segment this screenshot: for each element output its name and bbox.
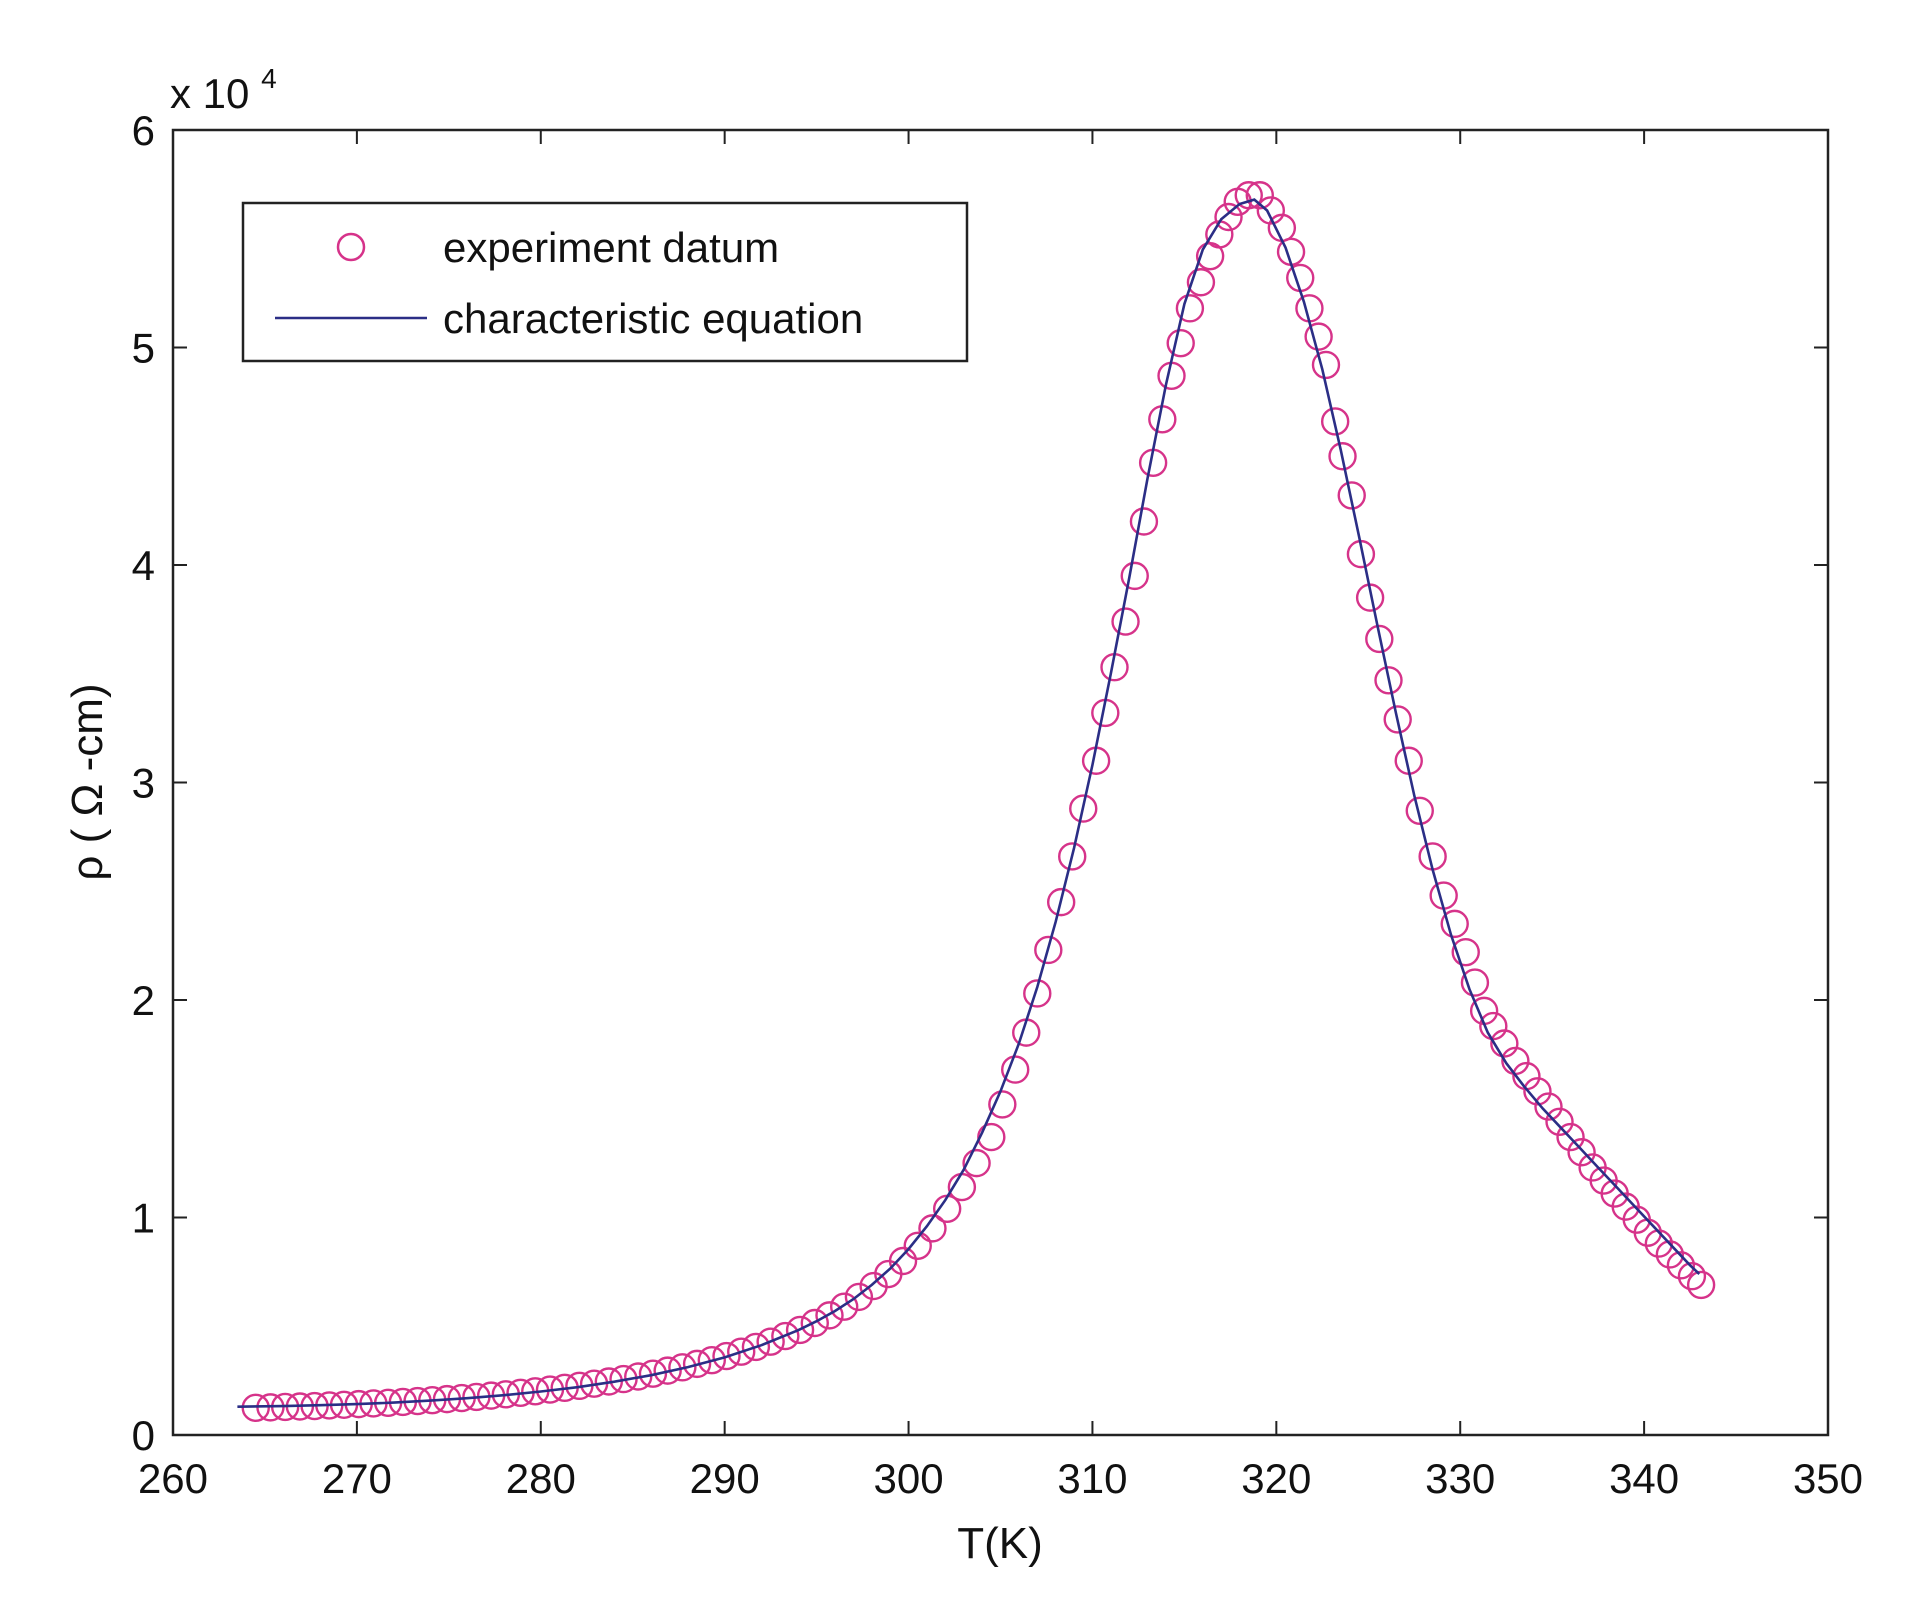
x-tick-label: 290 bbox=[690, 1455, 760, 1502]
data-point bbox=[1234, 181, 1263, 210]
x-tick-label: 350 bbox=[1793, 1455, 1863, 1502]
x-tick-label: 310 bbox=[1057, 1455, 1127, 1502]
legend-label-characteristic: characteristic equation bbox=[443, 295, 863, 342]
data-point bbox=[918, 1214, 947, 1243]
data-point bbox=[1304, 322, 1333, 351]
data-point bbox=[771, 1321, 800, 1351]
y-multiplier-exponent: 4 bbox=[261, 63, 277, 94]
legend-box bbox=[241, 201, 969, 363]
data-point bbox=[1666, 1251, 1696, 1280]
x-axis-ticks: 260 270 280 290 300 310 320 330 340 350 bbox=[138, 130, 1863, 1502]
y-axis-title: ρ ( Ω -cm) bbox=[63, 683, 112, 880]
data-point bbox=[1686, 1270, 1716, 1300]
y-tick-label: 0 bbox=[132, 1412, 155, 1459]
data-point bbox=[1166, 328, 1195, 358]
x-tick-label: 300 bbox=[874, 1455, 944, 1502]
data-point bbox=[1523, 1077, 1552, 1106]
series-characteristic-equation-line bbox=[237, 198, 1701, 1408]
data-point bbox=[1655, 1240, 1685, 1269]
data-point bbox=[1046, 887, 1076, 917]
x-tick-label: 320 bbox=[1241, 1455, 1311, 1502]
x-tick-label: 330 bbox=[1425, 1455, 1495, 1502]
data-point bbox=[697, 1345, 726, 1375]
x-tick-label: 340 bbox=[1609, 1455, 1679, 1502]
data-point bbox=[800, 1308, 829, 1338]
data-point bbox=[829, 1292, 859, 1321]
data-point bbox=[844, 1282, 874, 1312]
data-point bbox=[1337, 481, 1366, 510]
data-point bbox=[727, 1337, 756, 1366]
data-point bbox=[1405, 796, 1434, 825]
legend-marker-experiment bbox=[336, 232, 366, 262]
series-experiment-datum bbox=[241, 181, 1716, 1423]
data-point bbox=[653, 1356, 682, 1385]
data-point bbox=[1186, 268, 1216, 297]
data-point bbox=[988, 1090, 1017, 1119]
y-tick-label: 3 bbox=[132, 760, 155, 807]
data-point bbox=[609, 1364, 638, 1394]
x-tick-label: 270 bbox=[322, 1455, 392, 1502]
data-point bbox=[1034, 935, 1063, 965]
data-point bbox=[638, 1359, 668, 1388]
data-point bbox=[1545, 1107, 1574, 1137]
data-point bbox=[668, 1353, 697, 1382]
data-point bbox=[1111, 607, 1140, 636]
y-tick-label: 6 bbox=[132, 107, 155, 154]
series-layer bbox=[237, 181, 1716, 1423]
data-point bbox=[785, 1315, 815, 1345]
data-point bbox=[741, 1332, 771, 1362]
data-point bbox=[903, 1231, 932, 1260]
x-axis-title: T(K) bbox=[957, 1519, 1043, 1568]
data-point bbox=[815, 1301, 844, 1330]
x-tick-label: 260 bbox=[138, 1455, 208, 1502]
data-point bbox=[977, 1122, 1006, 1152]
data-point bbox=[1175, 294, 1205, 323]
x-tick-label: 280 bbox=[506, 1455, 576, 1502]
data-point bbox=[1069, 794, 1098, 823]
data-point bbox=[1328, 442, 1357, 471]
data-point bbox=[712, 1341, 741, 1371]
legend: experiment datum characteristic equation bbox=[241, 201, 969, 363]
data-point bbox=[1365, 624, 1394, 654]
y-tick-label: 2 bbox=[132, 977, 155, 1024]
data-point bbox=[1245, 181, 1274, 210]
y-multiplier-base: x 10 bbox=[170, 70, 249, 117]
y-tick-label: 5 bbox=[132, 325, 155, 372]
data-point bbox=[1383, 705, 1412, 734]
y-axis-ticks: 0 1 2 3 4 5 6 bbox=[132, 107, 1828, 1459]
data-point bbox=[1567, 1138, 1596, 1167]
y-tick-label: 1 bbox=[132, 1195, 155, 1242]
data-point bbox=[682, 1349, 712, 1379]
data-point bbox=[756, 1327, 785, 1356]
data-point bbox=[1534, 1092, 1563, 1121]
data-point bbox=[1374, 666, 1403, 695]
data-point bbox=[1129, 507, 1159, 536]
data-point bbox=[1460, 968, 1490, 997]
data-point bbox=[1677, 1262, 1707, 1291]
data-point bbox=[1023, 979, 1052, 1008]
data-point bbox=[1214, 202, 1243, 232]
data-point bbox=[1451, 937, 1480, 967]
y-multiplier-label: x 10 4 bbox=[170, 63, 277, 117]
data-point bbox=[1311, 350, 1341, 380]
data-point bbox=[962, 1148, 991, 1178]
data-point bbox=[1556, 1122, 1585, 1152]
legend-label-experiment: experiment datum bbox=[443, 224, 779, 271]
data-point bbox=[1440, 909, 1469, 939]
data-point bbox=[888, 1246, 918, 1276]
data-point bbox=[1058, 842, 1087, 871]
y-tick-label: 4 bbox=[132, 542, 155, 589]
data-point bbox=[1320, 407, 1350, 436]
data-point bbox=[1120, 561, 1149, 591]
